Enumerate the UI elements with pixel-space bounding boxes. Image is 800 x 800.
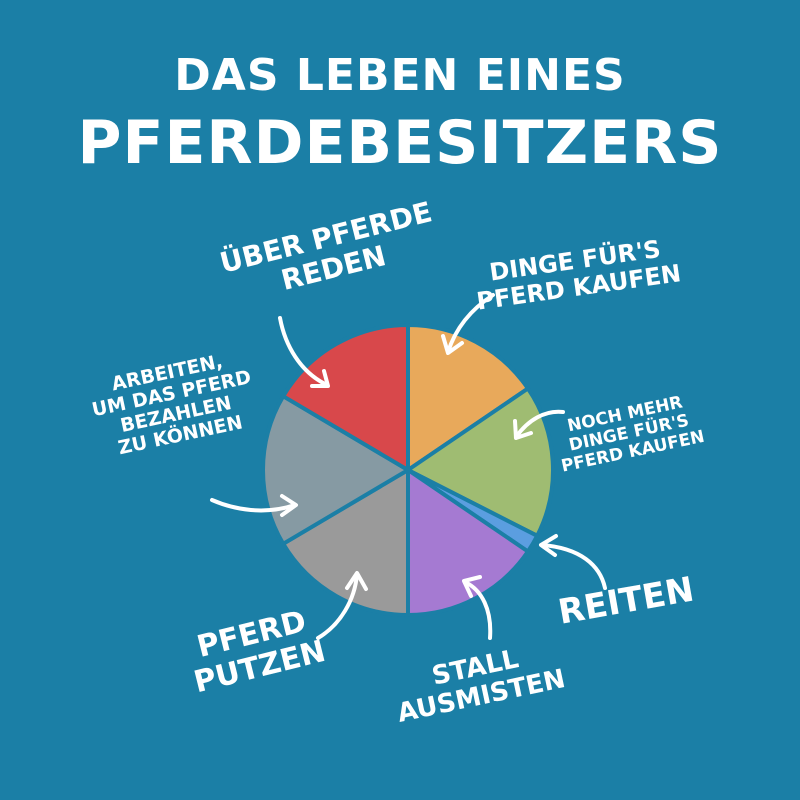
arrow-reden (278, 316, 329, 387)
arrow-reden-head (310, 369, 330, 388)
slice-label-1: NOCH MEHRDINGE FÜR'SPFERD KAUFEN (552, 390, 707, 477)
arrow-arbeiten-head (280, 494, 298, 517)
pie-slice-5 (261, 394, 410, 546)
arrow-putzen (316, 572, 359, 640)
title-line-1: DAS LEBEN EINES (174, 50, 626, 101)
arrow-stall (463, 580, 493, 640)
slice-label-5: ARBEITEN,UM DAS PFERDBEZAHLENZU KÖNNEN (86, 345, 262, 463)
pie-slice-0 (406, 323, 530, 472)
slice-label-2: REITEN (555, 570, 697, 633)
title-line-2: PFERDEBESITZERS (77, 108, 723, 178)
arrow-stall-head (462, 575, 482, 598)
slice-label-0: DINGE FÜR'SPFERD KAUFEN (471, 231, 683, 316)
slice-label-3: STALLAUSMISTEN (389, 636, 568, 729)
arrow-noch-mehr-head (513, 419, 533, 440)
pie-slice-3 (406, 468, 530, 617)
arrow-dinge-kaufen (446, 293, 495, 354)
arrow-reiten-head (539, 534, 558, 557)
arrow-putzen-head (345, 571, 368, 591)
pie-slice-4 (281, 468, 410, 617)
pie-slice-6 (281, 323, 410, 472)
arrow-arbeiten (210, 498, 297, 513)
slice-label-6: ÜBER PFERDEREDEN (216, 194, 443, 310)
arrow-dinge-kaufen-head (441, 334, 464, 355)
arrow-reiten (540, 543, 607, 590)
arrow-noch-mehr (514, 409, 565, 439)
slice-label-4: PFERDPUTZEN (182, 601, 329, 700)
